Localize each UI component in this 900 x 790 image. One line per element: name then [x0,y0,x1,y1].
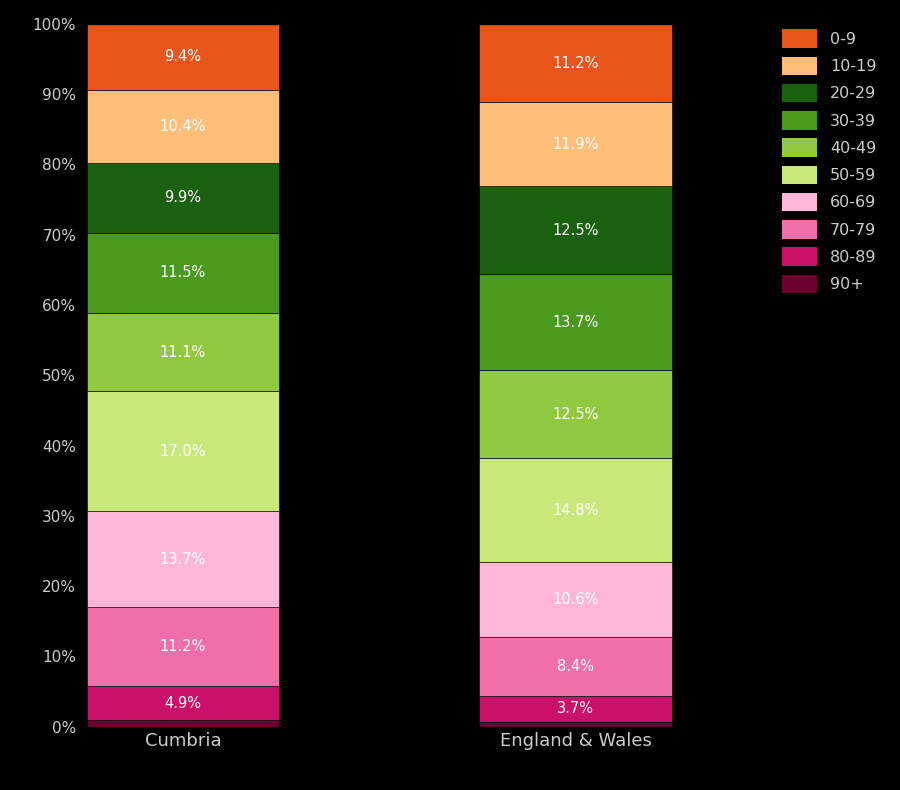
Bar [480,186,671,274]
Text: 4.9%: 4.9% [165,696,202,711]
Bar [480,562,671,637]
Legend: 0-9, 10-19, 20-29, 30-39, 40-49, 50-59, 60-69, 70-79, 80-89, 90+: 0-9, 10-19, 20-29, 30-39, 40-49, 50-59, … [778,24,881,298]
Text: 14.8%: 14.8% [553,502,599,517]
Bar [87,24,279,90]
Text: 11.5%: 11.5% [160,265,206,280]
Bar [480,696,671,722]
Bar [87,314,279,391]
Text: 8.4%: 8.4% [557,659,594,674]
Text: 11.2%: 11.2% [553,55,599,70]
Bar [87,391,279,511]
Text: 12.5%: 12.5% [553,223,599,238]
Text: 10.4%: 10.4% [160,118,206,134]
Text: 13.7%: 13.7% [553,314,599,329]
Bar [87,608,279,686]
Text: 11.1%: 11.1% [160,345,206,360]
Text: 13.7%: 13.7% [160,551,206,566]
Text: 11.2%: 11.2% [160,639,206,654]
Bar [87,232,279,314]
Text: 9.4%: 9.4% [165,49,202,64]
Bar [87,90,279,163]
Bar [480,722,671,727]
Text: 17.0%: 17.0% [160,444,206,459]
Bar [87,511,279,608]
Text: 11.9%: 11.9% [553,137,599,152]
Text: 3.7%: 3.7% [557,702,594,717]
Bar [480,458,671,562]
Text: 12.5%: 12.5% [553,407,599,422]
Bar [87,163,279,232]
Bar [480,103,671,186]
Bar [480,637,671,696]
Text: 9.9%: 9.9% [165,190,202,205]
Bar [87,720,279,727]
Text: 10.6%: 10.6% [553,592,599,607]
Bar [480,24,671,103]
Bar [480,274,671,371]
Bar [480,371,671,458]
Bar [87,686,279,720]
